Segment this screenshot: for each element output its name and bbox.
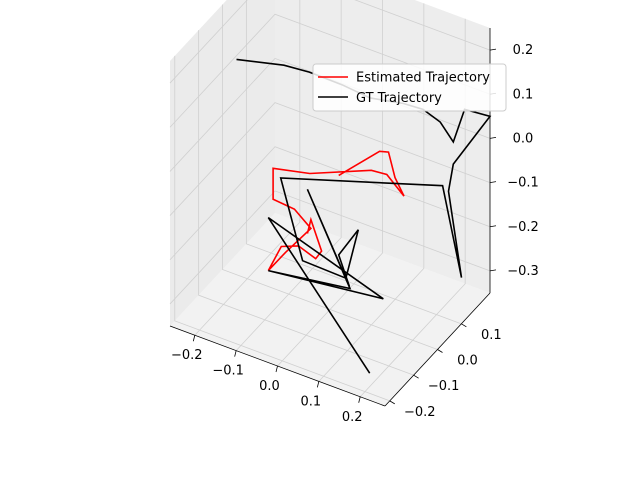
y-tick-mark	[461, 323, 467, 328]
gridline-x	[235, 0, 342, 351]
gridline-x	[194, 0, 301, 336]
x-tick-label: 0.1	[301, 394, 322, 409]
z-tick-mark	[489, 225, 497, 228]
z-tick-mark	[489, 137, 497, 139]
x-tick-label: −0.2	[171, 348, 203, 363]
legend: Estimated Trajectory GT Trajectory	[312, 63, 507, 112]
x-tick-label: −0.1	[212, 364, 244, 379]
z-tick-label: −0.1	[507, 176, 539, 191]
z-tick-label: 0.0	[513, 131, 534, 146]
z-tick-label: −0.2	[507, 220, 539, 235]
series-line-estimated	[267, 150, 405, 272]
gridline-z	[169, 57, 491, 172]
gridline-y	[198, 30, 414, 376]
legend-label-gt: GT Trajectory	[356, 91, 442, 106]
y-tick-label: 0.0	[457, 354, 478, 369]
y-tick-mark	[389, 400, 395, 405]
y-tick-label: −0.1	[428, 379, 460, 394]
y-tick-mark	[437, 349, 443, 353]
z-tick-mark	[489, 269, 497, 272]
legend-box	[312, 63, 507, 112]
legend-label-estimated: Estimated Trajectory	[356, 71, 490, 86]
gridline-z	[169, 0, 491, 84]
x-tick-label: 0.0	[259, 379, 280, 394]
gridline-y	[245, 0, 462, 325]
x-tick-mark	[234, 350, 237, 357]
x-tick-label: 0.2	[342, 410, 363, 425]
gridlines	[169, 0, 491, 402]
z-tick-label: −0.3	[507, 264, 539, 279]
gridline-z	[169, 190, 491, 305]
x-tick-mark	[275, 365, 278, 373]
z-tick-label: 0.1	[513, 87, 534, 102]
tick-labels: −0.2−0.10.00.10.2 −0.2−0.10.00.1−0.3−0.2−…	[171, 43, 539, 425]
z-tick-mark	[489, 48, 497, 51]
x-tick-mark	[358, 396, 361, 403]
y-tick-label: 0.1	[481, 328, 502, 343]
gridline-z	[169, 146, 491, 261]
z-tick-label: 0.2	[513, 43, 534, 58]
gridline-z	[169, 102, 491, 216]
x-tick-mark	[316, 381, 320, 388]
y-tick-mark	[413, 374, 419, 379]
z-tick-mark	[489, 181, 497, 183]
gridline-y	[222, 4, 438, 350]
gridline-y	[174, 55, 390, 402]
y-tick-label: −0.2	[404, 405, 436, 420]
x-tick-mark	[192, 335, 196, 342]
